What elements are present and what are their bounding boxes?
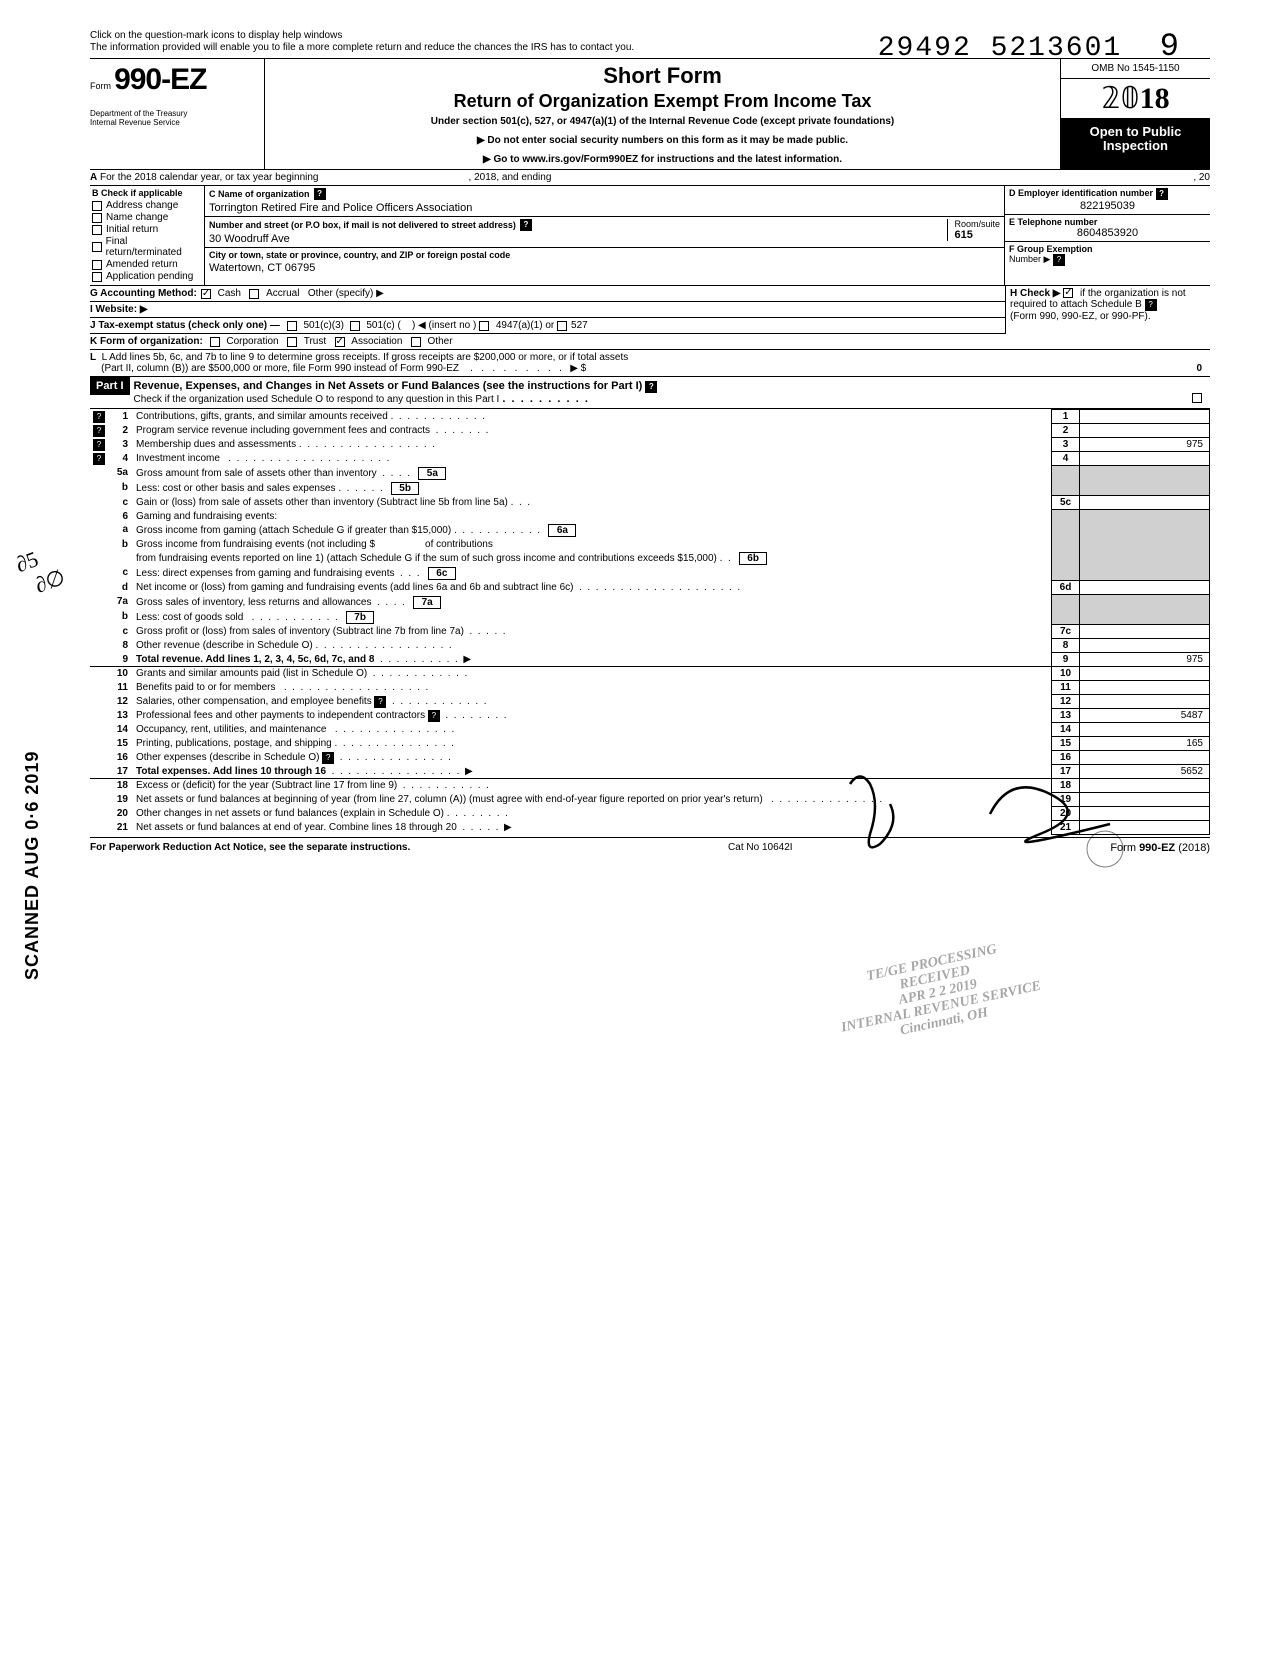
handwritten-initials: ∂5 ∂∅ (12, 540, 68, 603)
org-name: Torrington Retired Fire and Police Offic… (209, 202, 1000, 214)
help-icon[interactable]: ? (93, 453, 105, 465)
col-c-org-info: C Name of organization? Torrington Retir… (205, 186, 1005, 285)
help-icon[interactable]: ? (314, 188, 326, 200)
chk-accrual[interactable] (249, 289, 259, 299)
row-a-tax-year: A For the 2018 calendar year, or tax yea… (90, 170, 1210, 186)
chk-527[interactable] (557, 321, 567, 331)
telephone: 8604853920 (1009, 227, 1206, 239)
help-icon[interactable]: ? (93, 425, 105, 437)
help-icon[interactable]: ? (1156, 188, 1168, 200)
chk-sched-b[interactable] (1063, 288, 1073, 298)
help-icon[interactable]: ? (93, 439, 105, 451)
chk-assoc[interactable] (335, 337, 345, 347)
row-j: J Tax-exempt status (check only one) — 5… (90, 318, 1005, 334)
chk-final-return[interactable] (92, 242, 102, 252)
identification-block: B Check if applicable Address change Nam… (90, 186, 1210, 286)
chk-trust[interactable] (287, 337, 297, 347)
signature-area (790, 764, 1140, 874)
row-i: I Website: ▶ (90, 302, 1005, 318)
line-9-value: 975 (1080, 653, 1210, 667)
help-icon[interactable]: ? (1053, 254, 1065, 266)
chk-address-change[interactable] (92, 201, 102, 211)
chk-corp[interactable] (210, 337, 220, 347)
room-suite-value: 615 (954, 229, 972, 241)
col-b-checkboxes: B Check if applicable Address change Nam… (90, 186, 205, 285)
chk-initial-return[interactable] (92, 225, 102, 235)
row-l: L L Add lines 5b, 6c, and 7b to line 9 t… (90, 350, 1210, 377)
help-icon[interactable]: ? (322, 752, 334, 764)
scanned-stamp: SCANNED AUG 0·6 2019 (22, 751, 43, 980)
chk-cash[interactable] (201, 289, 211, 299)
chk-name-change[interactable] (92, 213, 102, 223)
row-k: K Form of organization: Corporation Trus… (90, 334, 1210, 350)
line-3-value: 975 (1080, 438, 1210, 452)
help-icon[interactable]: ? (1145, 299, 1157, 311)
help-icon[interactable]: ? (374, 696, 386, 708)
col-def-numbers: D Employer identification number ? 82219… (1005, 186, 1210, 285)
help-icon[interactable]: ? (520, 219, 532, 231)
chk-501c[interactable] (350, 321, 360, 331)
city-state-zip: Watertown, CT 06795 (209, 262, 1000, 274)
chk-4947[interactable] (479, 321, 489, 331)
form-header: Form 990-EZ Department of the TreasuryIn… (90, 58, 1210, 170)
irs-received-stamp: TE/GE PROCESSING RECEIVED APR 2 2 2019 I… (831, 935, 1046, 1051)
chk-501c3[interactable] (287, 321, 297, 331)
help-icon[interactable]: ? (428, 710, 440, 722)
form-title-block: Short Form Return of Organization Exempt… (265, 59, 1060, 169)
ein: 822195039 (1009, 200, 1206, 212)
help-icon[interactable]: ? (93, 411, 105, 423)
document-stamp-code: 29492 5213601 9 (878, 28, 1185, 65)
chk-app-pending[interactable] (92, 272, 102, 282)
line-15-value: 165 (1080, 737, 1210, 751)
row-h: H Check ▶ if the organization is not req… (1005, 286, 1210, 334)
part-1-header: Part I Revenue, Expenses, and Changes in… (90, 377, 1210, 409)
row-g: G Accounting Method: Cash Accrual Other … (90, 286, 1005, 302)
chk-other-org[interactable] (411, 337, 421, 347)
chk-schedule-o[interactable] (1192, 393, 1202, 403)
street-address: 30 Woodruff Ave (209, 233, 1000, 245)
form-number-block: Form 990-EZ Department of the TreasuryIn… (90, 59, 265, 169)
help-icon[interactable]: ? (645, 381, 657, 393)
line-13-value: 5487 (1080, 709, 1210, 723)
form-year-block: OMB No 1545-1150 𝟚𝟘18 Open to Public Ins… (1060, 59, 1210, 169)
chk-amended[interactable] (92, 260, 102, 270)
